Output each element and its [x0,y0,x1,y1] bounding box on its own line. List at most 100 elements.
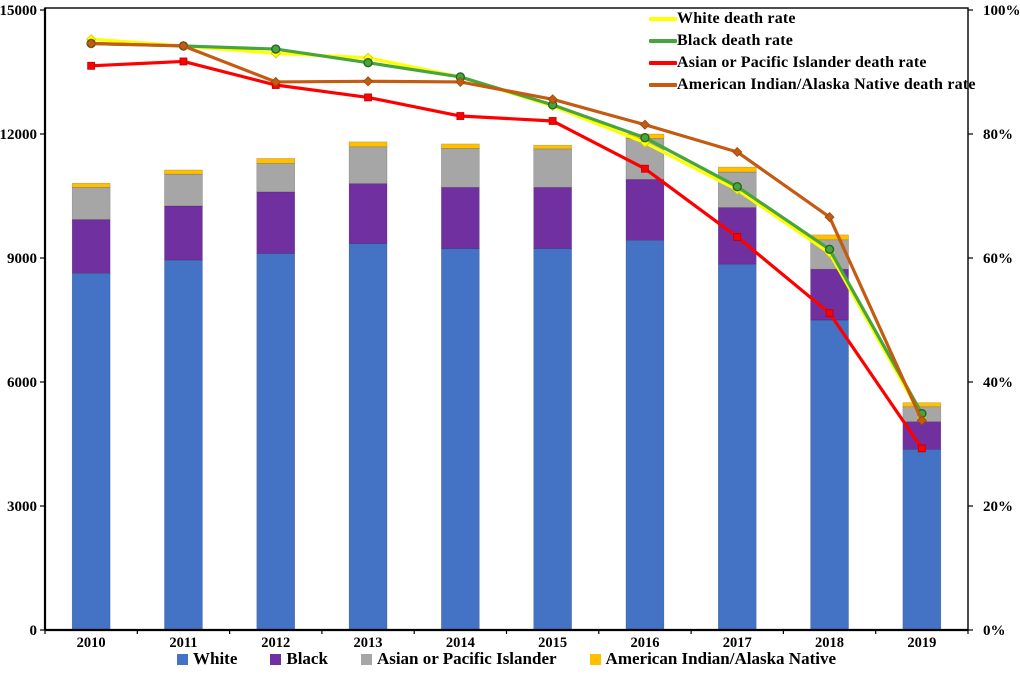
bar-segment-black-2012 [256,191,295,254]
bar-legend-swatch [589,653,601,665]
marker-square [548,117,557,125]
bar-series-group [71,133,942,631]
bar-legend-item-black: Black [270,649,328,669]
line-legend-item-asian-or-pacific-islander-death-rate: Asian or Pacific Islander death rate [649,53,976,73]
bar-segment-black-2014 [441,187,480,249]
marker-diamond [178,40,189,52]
bar-segment-american-indian-alaska-native-2015 [533,144,572,150]
marker-diamond [732,146,743,158]
line-legend-label: Asian or Pacific Islander death rate [677,54,927,71]
bar-segment-black-2010 [71,219,111,274]
bar-segment-black-2013 [348,183,388,244]
marker-circle [824,244,835,255]
line-legend-swatch [649,17,677,21]
bar-segment-american-indian-alaska-native-2014 [441,143,480,149]
x-axis-year-label: 2010 [77,635,106,651]
marker-square [179,57,188,66]
bar-segment-white-2017 [718,263,757,631]
marker-diamond [455,76,466,87]
right-axis-tick-label: 0% [983,623,1006,639]
bar-segment-asian-or-pacific-islander-2014 [441,148,480,188]
bar-segment-white-2010 [71,273,111,631]
line-legend-item-white-death-rate: White death rate [649,9,976,29]
bar-legend-label: Asian or Pacific Islander [376,649,557,668]
bar-segment-asian-or-pacific-islander-2011 [164,173,203,207]
marker-square [733,233,742,241]
line-path [91,41,924,422]
marker-diamond [270,76,281,87]
bar-segment-white-2018 [810,319,849,631]
marker-diamond [639,119,651,130]
bar-segment-white-2015 [533,248,572,631]
line-legend: White death rate Black death rate Asian or… [649,9,976,95]
line-legend-swatch [649,39,677,43]
x-axis-year-label: 2014 [446,635,475,651]
line-legend-item-american-indian-alaska-native-death-rate: American Indian/Alaska Native death rate [649,75,976,95]
left-axis-tick-label: 0 [30,623,38,639]
bar-segment-black-2016 [625,179,665,241]
bar-legend: White Black Asian or Pacific Islander Ameri… [45,647,968,671]
bar-segment-american-indian-alaska-native-2017 [718,166,757,173]
x-axis-ticks [44,630,969,634]
right-axis-tick-label: 60% [983,251,1013,267]
bar-segment-american-indian-alaska-native-2013 [348,141,388,148]
right-axis-labels: 0% 20% 40% 60% 80% 100% [968,3,1020,639]
line-asian-or-pacific-islander-death-rate [87,57,926,453]
right-axis-tick-label: 100% [983,3,1020,19]
marker-circle [363,58,373,68]
bar-segment-asian-or-pacific-islander-2015 [533,148,572,188]
bar-segment-american-indian-alaska-native-2012 [256,158,295,164]
bar-segment-white-2011 [164,259,203,631]
right-axis-tick-label: 20% [983,499,1013,515]
bar-segment-asian-or-pacific-islander-2012 [256,163,295,193]
x-axis-year-label: 2015 [538,635,567,651]
bar-legend-item-asian-or-pacific-islander: Asian or Pacific Islander [360,649,557,669]
line-black-death-rate [86,38,927,419]
bar-legend-swatch [270,653,282,665]
marker-diamond [824,212,835,223]
line-path [91,59,924,450]
left-axis-labels: 0 3000 6000 9000 12000 15000 [0,3,45,639]
bar-segment-asian-or-pacific-islander-2010 [71,187,111,220]
bar-legend-swatch [176,653,188,665]
left-axis-tick-label: 15000 [0,3,37,19]
x-axis-year-label: 2011 [169,635,197,651]
line-legend-label: Black death rate [677,32,794,49]
line-path [91,41,924,415]
line-legend-swatch [649,61,677,65]
right-axis-tick-label: 80% [983,127,1013,143]
right-axis-tick-label: 40% [983,375,1013,391]
marker-diamond [86,38,97,49]
marker-diamond [547,94,558,105]
marker-square [456,112,465,120]
line-legend-label: American Indian/Alaska Native death rate [677,76,976,93]
left-axis-tick-label: 6000 [7,375,37,391]
bar-segment-white-2013 [348,243,388,631]
bar-segment-white-2016 [625,239,665,631]
bar-legend-item-white: White [176,649,238,669]
marker-square [825,309,834,318]
line-legend-label: White death rate [677,10,796,27]
bar-segment-black-2011 [164,205,203,261]
bar-legend-item-american-indian-alaska-native: American Indian/Alaska Native [589,649,836,669]
x-axis-year-label: 2016 [630,635,659,651]
marker-square [917,444,926,453]
marker-diamond [362,76,374,87]
marker-square [641,164,649,173]
marker-circle [271,44,281,54]
bar-segment-american-indian-alaska-native-2019 [902,402,942,408]
bar-segment-american-indian-alaska-native-2011 [164,169,203,175]
bar-legend-swatch [360,653,372,665]
marker-circle [732,181,742,192]
line-legend-swatch [649,83,677,87]
x-axis-year-label: 2013 [354,635,383,651]
bar-segment-american-indian-alaska-native-2010 [71,182,111,188]
bar-legend-label: Black [286,649,328,668]
bar-segment-black-2015 [533,187,572,249]
x-axis-year-label: 2012 [261,635,290,651]
marker-square [364,93,372,102]
bar-segment-white-2014 [441,248,480,631]
bar-legend-label: White [192,649,238,668]
x-axis-year-label: 2019 [907,635,936,651]
